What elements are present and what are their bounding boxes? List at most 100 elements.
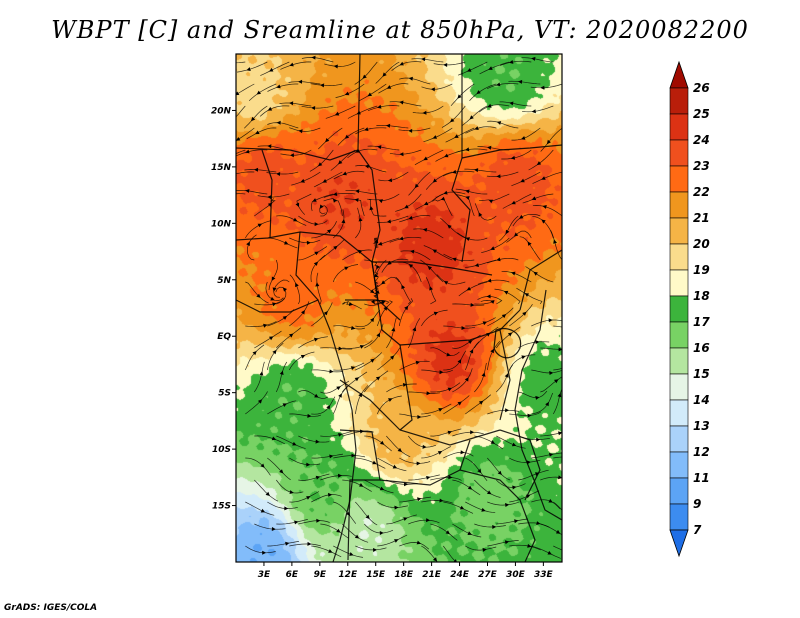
streamline-arrow	[315, 439, 320, 444]
streamline-arrow	[467, 68, 472, 72]
streamline-arrow	[289, 490, 294, 494]
streamline	[289, 127, 321, 132]
streamline	[499, 101, 532, 107]
streamline-arrow	[282, 287, 287, 292]
colorbar-segment	[669, 113, 689, 141]
streamline	[355, 309, 381, 328]
colorbar-label: 24	[693, 133, 710, 147]
streamline	[532, 205, 562, 217]
streamline-arrow	[548, 318, 553, 323]
streamline-arrow	[408, 264, 414, 268]
streamline	[245, 501, 275, 516]
streamline-arrow	[579, 343, 584, 347]
streamline-arrow	[267, 195, 272, 200]
streamline-arrow	[580, 432, 584, 436]
streamline-arrow	[276, 172, 281, 176]
streamline	[464, 341, 480, 371]
streamline	[474, 362, 487, 393]
colorbar-label: 18	[693, 289, 710, 303]
streamline	[487, 540, 519, 547]
streamline	[561, 391, 562, 392]
streamline	[245, 457, 271, 476]
streamline	[311, 193, 334, 212]
streamline	[511, 127, 541, 141]
streamline-arrow	[380, 440, 385, 445]
streamline	[298, 520, 330, 525]
streamline-arrow	[289, 153, 294, 158]
streamline	[430, 382, 461, 393]
streamline-arrow	[364, 127, 369, 131]
streamline	[434, 191, 466, 199]
streamline-arrow	[520, 178, 525, 183]
streamline-arrow	[577, 533, 582, 537]
border-line	[461, 144, 562, 159]
streamline-arrow	[387, 178, 393, 183]
streamline-arrow	[540, 85, 545, 90]
streamline-arrow	[260, 508, 266, 513]
streamline	[408, 474, 440, 481]
streamline	[465, 545, 497, 551]
streamline	[288, 81, 321, 85]
streamline	[376, 124, 409, 129]
streamline	[411, 58, 444, 63]
streamline	[320, 523, 349, 539]
streamline	[553, 456, 562, 459]
streamline-arrow	[467, 485, 473, 490]
streamline	[443, 253, 475, 262]
streamline	[337, 127, 365, 146]
streamline-arrow	[448, 475, 453, 480]
streamline	[355, 165, 387, 173]
streamline-arrow	[378, 241, 383, 246]
streamline-arrow	[370, 317, 375, 323]
streamline	[254, 361, 265, 393]
lon-tick-label: 24E	[450, 570, 470, 580]
streamline	[298, 390, 328, 399]
streamline-arrow	[553, 239, 557, 244]
streamline	[355, 545, 387, 551]
streamline-arrow	[447, 224, 452, 229]
streamline-arrow	[467, 531, 472, 535]
streamline	[499, 60, 532, 66]
streamline-arrow	[256, 293, 261, 298]
streamline-arrow	[476, 90, 481, 95]
streamline	[479, 61, 510, 75]
streamline	[311, 545, 342, 558]
streamline-arrow	[276, 84, 281, 89]
streamline-arrow	[259, 371, 264, 376]
streamline	[273, 279, 290, 298]
streamline	[522, 105, 554, 113]
streamline-arrow	[255, 130, 260, 135]
streamline	[425, 171, 453, 190]
streamline-arrow	[469, 115, 474, 120]
streamline-arrow	[403, 517, 408, 521]
streamline	[335, 83, 365, 98]
streamline	[320, 431, 352, 437]
streamline-arrow	[518, 79, 523, 84]
streamline	[289, 491, 320, 503]
streamline	[236, 189, 268, 195]
streamline	[333, 455, 366, 459]
streamline-arrow	[427, 265, 432, 271]
streamline	[347, 105, 378, 119]
streamline-arrow	[223, 60, 227, 64]
streamline	[553, 367, 562, 371]
streamline	[318, 127, 343, 150]
streamline-arrow	[341, 219, 346, 224]
streamline-arrow	[294, 520, 299, 525]
streamline-arrow	[531, 56, 536, 61]
streamline-arrow	[292, 441, 297, 446]
streamline-arrow	[465, 196, 470, 200]
streamline	[254, 330, 282, 349]
streamline	[289, 274, 301, 305]
grads-credit: GrADS: IGES/COLA	[4, 603, 98, 613]
streamline-arrow	[536, 437, 541, 442]
streamline-arrow	[230, 118, 234, 122]
streamline	[266, 342, 284, 371]
streamline	[247, 234, 257, 261]
streamline-arrow	[482, 547, 487, 552]
streamline-arrow	[284, 506, 289, 511]
streamline	[342, 479, 372, 492]
streamline-arrow	[548, 498, 553, 503]
streamline	[333, 362, 365, 371]
streamline-arrow	[399, 236, 404, 241]
